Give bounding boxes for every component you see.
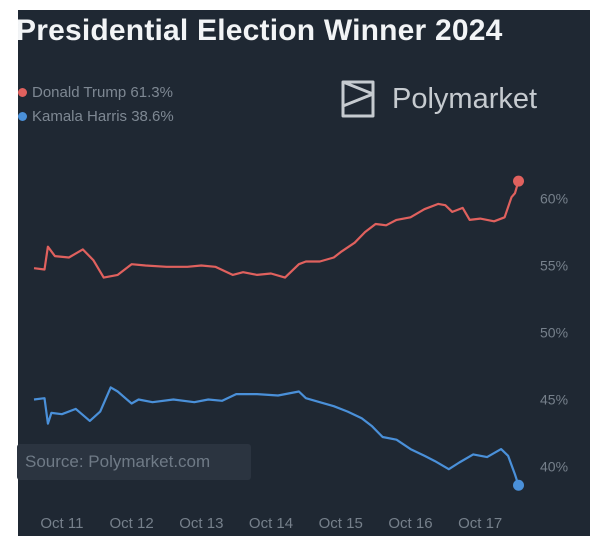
polymarket-logo-icon: [341, 80, 375, 118]
series-end-points: [513, 175, 525, 491]
x-axis-ticks: Oct 11 Oct 12 Oct 13 Oct 14 Oct 15 Oct 16 Oct …: [40, 515, 502, 532]
x-tick-label: Oct 15: [319, 515, 363, 532]
legend-label-trump: Donald Trump 61.3%: [32, 83, 173, 101]
x-tick-label: Oct 12: [110, 515, 154, 532]
y-axis-ticks: 60% 55% 50% 45% 40%: [540, 191, 568, 475]
y-tick-label: 55%: [540, 258, 568, 274]
x-tick-label: Oct 17: [458, 515, 502, 532]
y-tick-label: 45%: [540, 392, 568, 408]
legend: Donald Trump 61.3% Kamala Harris 38.6%: [18, 80, 174, 128]
legend-dot-harris: [18, 111, 27, 121]
legend-dot-trump: [18, 87, 27, 97]
brand-name: Polymarket: [392, 82, 538, 115]
legend-item-trump: Donald Trump 61.3%: [18, 80, 174, 104]
y-tick-label: 60%: [540, 191, 568, 207]
series-line-trump: [33, 180, 520, 279]
y-tick-label: 40%: [540, 459, 568, 475]
series-lines: [33, 180, 520, 486]
x-tick-label: Oct 11: [40, 515, 83, 532]
x-tick-label: Oct 13: [179, 515, 223, 532]
chart-title: Presidential Election Winner 2024: [16, 14, 503, 47]
x-tick-label: Oct 14: [249, 515, 293, 532]
legend-label-harris: Kamala Harris 38.6%: [32, 107, 174, 125]
source-label: Source: Polymarket.com: [17, 444, 251, 480]
x-tick-label: Oct 16: [388, 515, 432, 532]
series-line-harris: [33, 386, 520, 486]
end-point-harris: [513, 479, 525, 491]
legend-item-harris: Kamala Harris 38.6%: [18, 104, 174, 128]
y-tick-label: 50%: [540, 325, 568, 341]
end-point-trump: [513, 175, 525, 187]
brand: Polymarket: [340, 80, 537, 118]
